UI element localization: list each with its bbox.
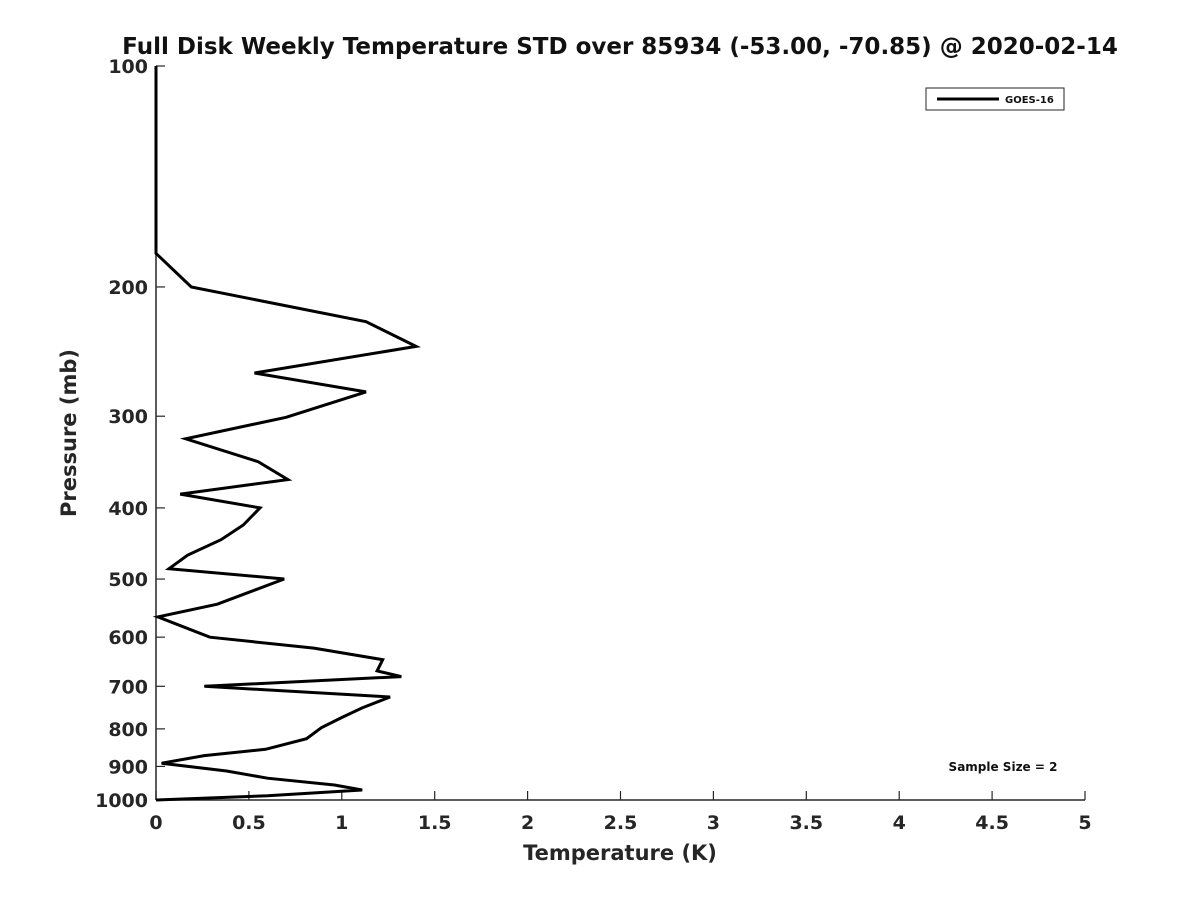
y-tick-label: 600 [108,627,148,649]
y-tick-label: 400 [108,498,148,520]
x-tick-label: 4 [893,812,906,834]
x-tick-label: 3.5 [789,812,823,834]
legend-label: GOES-16 [1005,95,1054,106]
chart-title: Full Disk Weekly Temperature STD over 85… [122,34,1118,60]
x-tick-label: 1.5 [418,812,452,834]
x-tick-label: 4.5 [975,812,1009,834]
y-tick-label: 800 [108,719,148,741]
x-tick-label: 0.5 [232,812,266,834]
sample-size-note: Sample Size = 2 [949,760,1058,774]
y-tick-label: 700 [108,676,148,698]
x-tick-label: 0 [149,812,162,834]
y-tick-label: 1000 [95,790,148,812]
y-tick-label: 900 [108,756,148,778]
x-tick-label: 2 [521,812,534,834]
y-tick-label: 200 [108,277,148,299]
y-tick-label: 300 [108,406,148,428]
legend: GOES-16 [925,87,1065,111]
series-line-goes-16 [152,66,421,802]
y-tick-label: 100 [108,56,148,78]
y-tick-label: 500 [108,569,148,591]
x-tick-label: 1 [335,812,348,834]
x-axis-label: Temperature (K) [523,841,717,865]
y-axis-label: Pressure (mb) [57,349,81,517]
y-ticks: 100 200 300 400 500 600 700 800 900 1000 [95,56,165,812]
x-tick-label: 3 [707,812,720,834]
x-tick-label: 5 [1078,812,1091,834]
x-tick-label: 2.5 [604,812,638,834]
x-ticks: 0 0.5 1 1.5 2 2.5 3 3.5 4 4.5 5 [149,791,1092,834]
series-layer [152,66,421,802]
